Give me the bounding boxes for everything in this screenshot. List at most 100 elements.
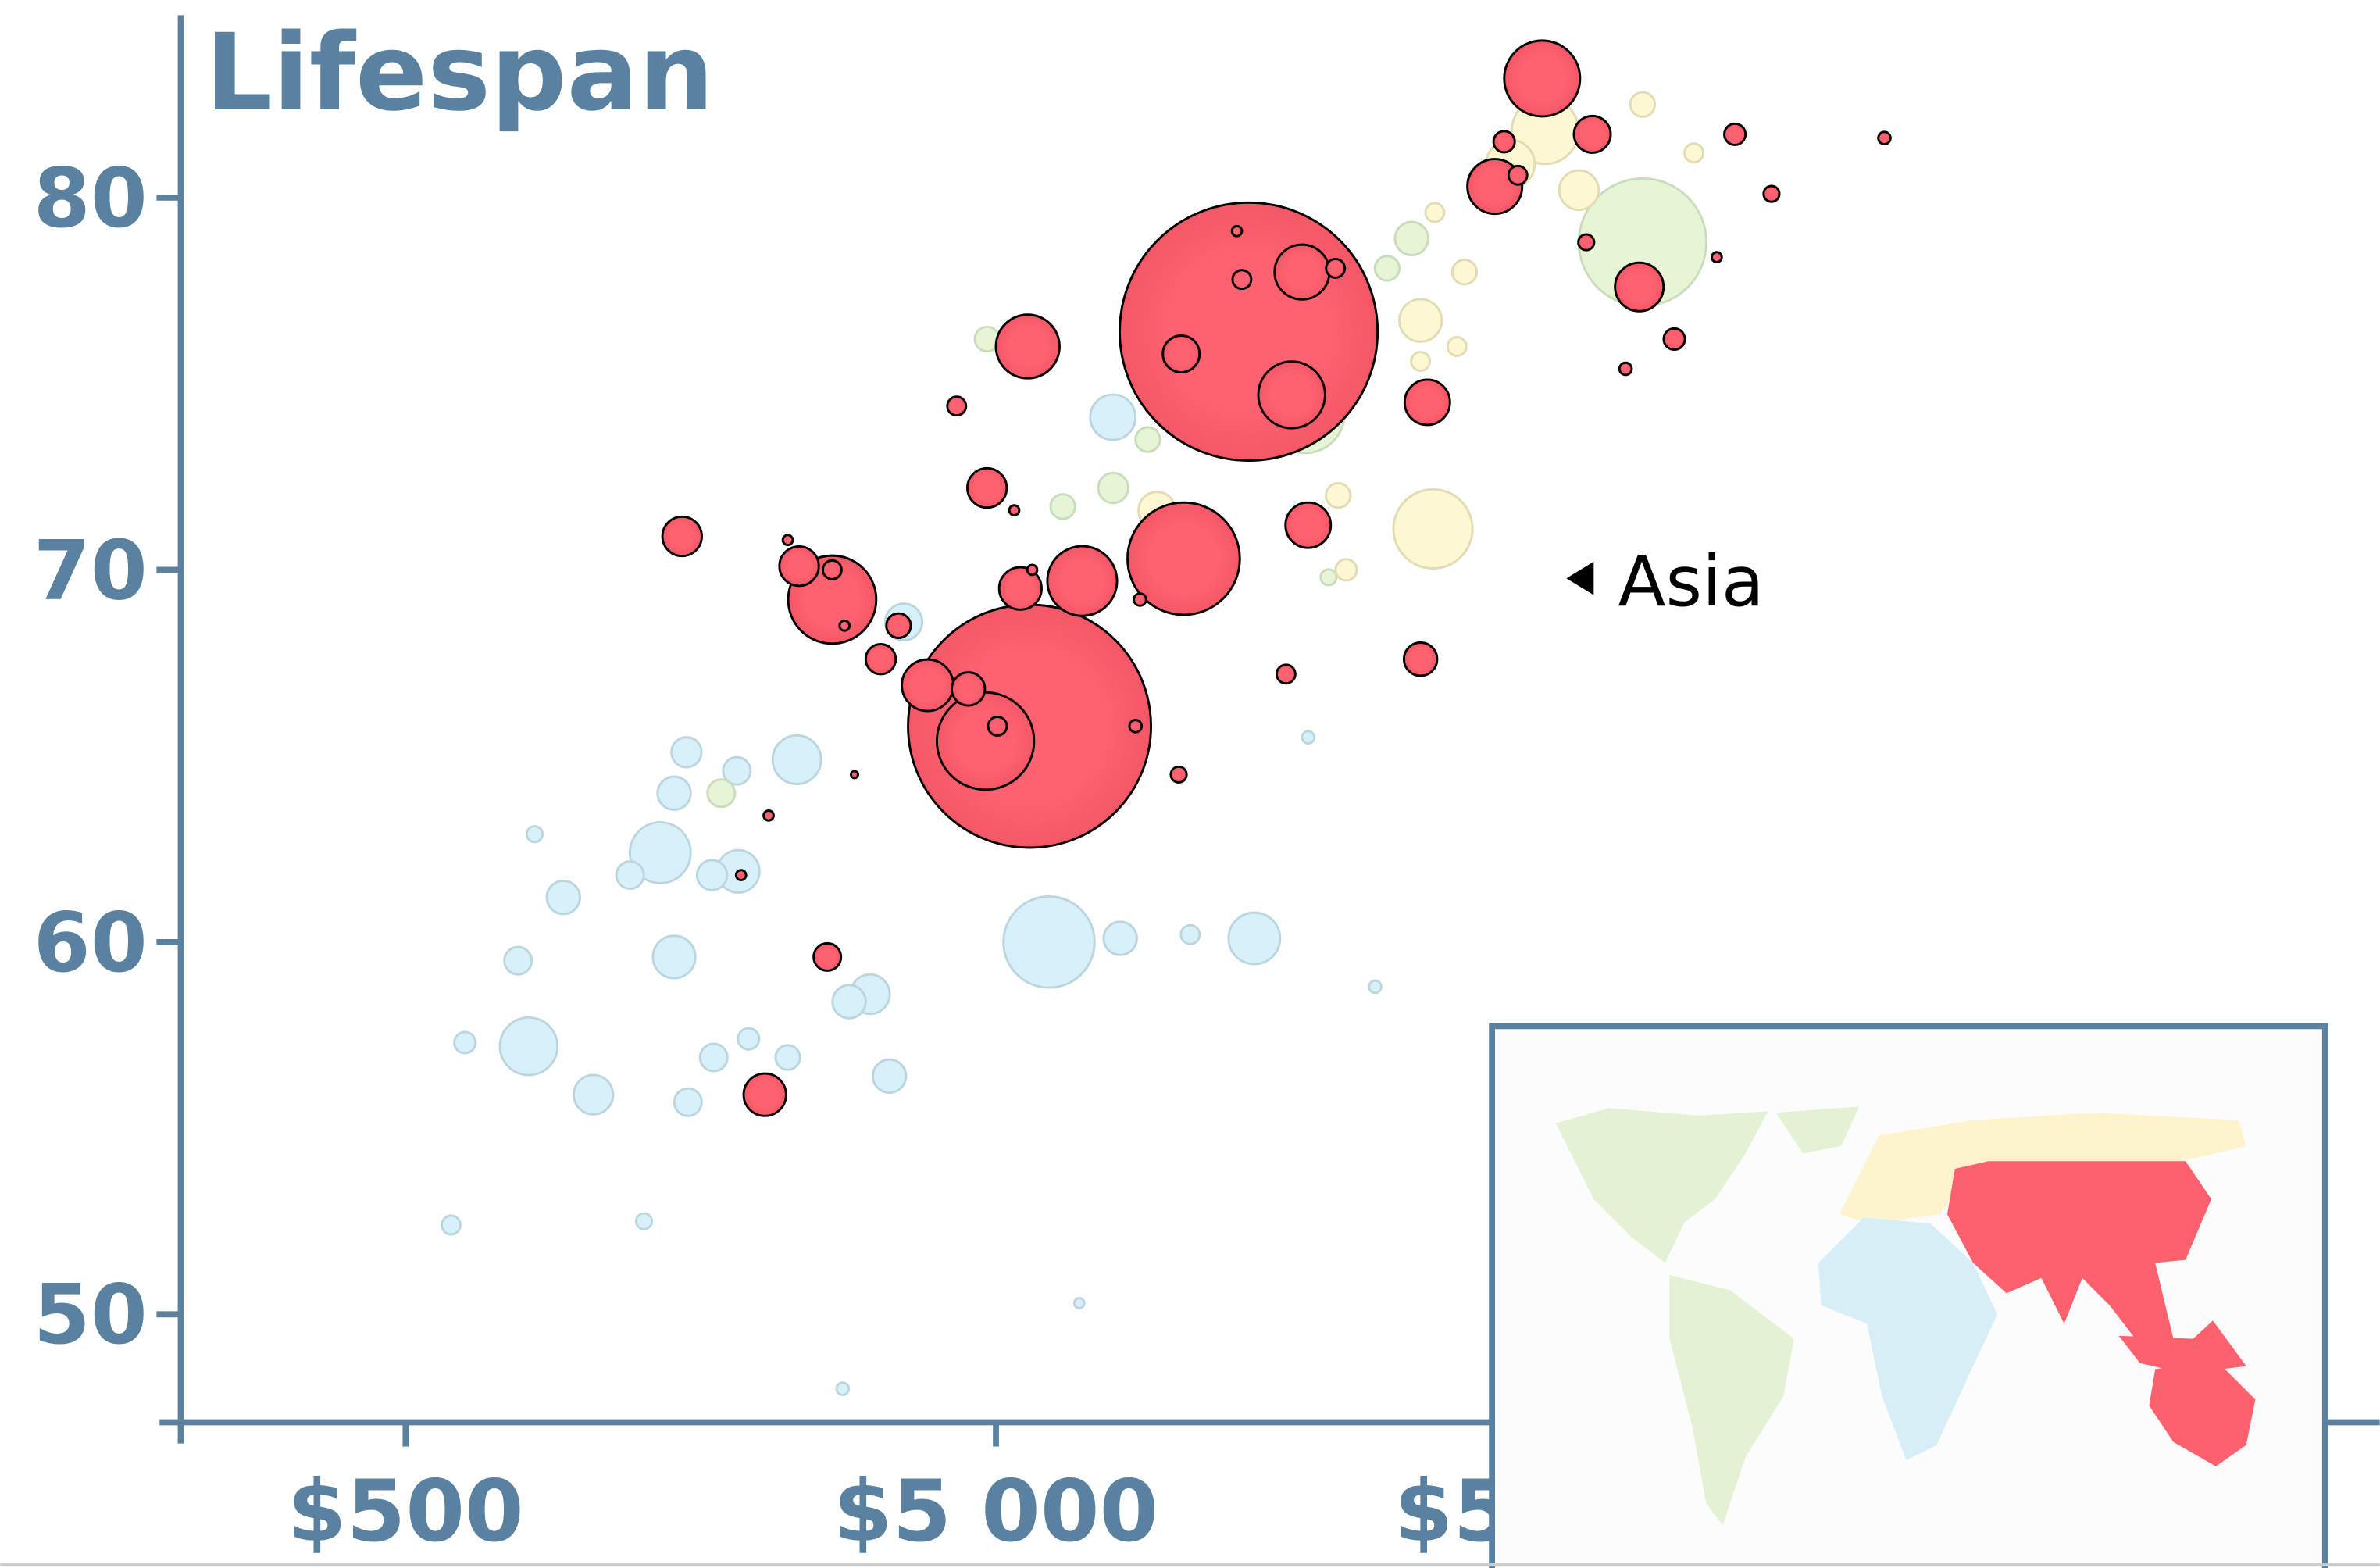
bubble [1577, 233, 1596, 252]
bubble [762, 809, 775, 822]
map-inset [1489, 1023, 2328, 1568]
chart-title: Lifespan [205, 12, 715, 135]
bubble [1097, 471, 1129, 505]
bubble [987, 716, 1008, 737]
bubble [781, 534, 794, 547]
bubble [1558, 169, 1600, 212]
bubble [628, 821, 692, 884]
plot-area [441, 39, 1892, 1396]
bubble [1002, 895, 1096, 989]
bubble [1492, 130, 1516, 154]
bubble [1662, 327, 1686, 351]
bubble [1231, 269, 1253, 291]
bubble [1614, 261, 1665, 313]
bubble [734, 869, 748, 881]
map-asia[interactable] [1946, 1161, 2212, 1345]
bubble [737, 1027, 761, 1051]
bubble [1049, 493, 1076, 520]
bubble [1301, 730, 1316, 745]
bubble [545, 879, 581, 916]
bubble [1572, 114, 1612, 154]
bubble [1402, 641, 1439, 677]
y-tick-label: 80 [34, 151, 148, 246]
bubble [864, 643, 897, 676]
bubble [1683, 142, 1705, 164]
bubble [525, 825, 544, 844]
bubble [774, 1044, 801, 1071]
bubble [742, 1072, 787, 1117]
bubble [885, 612, 912, 639]
bubble [1373, 255, 1401, 282]
bubble [573, 1073, 615, 1116]
bubble [1161, 334, 1201, 373]
bubble [656, 775, 692, 811]
bubble [831, 984, 867, 1020]
bubble [441, 1214, 462, 1236]
bubble [966, 466, 1008, 509]
bubble [1227, 911, 1282, 966]
x-tick-label: $5 000 [833, 1462, 1158, 1561]
bubble [651, 934, 697, 980]
annotation-arrow [1566, 561, 1594, 595]
map-europe[interactable] [1839, 1113, 2246, 1223]
bubble [1325, 257, 1347, 279]
bubble [634, 1212, 654, 1230]
bubble [1119, 201, 1379, 462]
bubble [1133, 592, 1147, 607]
bubble [695, 859, 729, 891]
map-greenland[interactable] [1775, 1106, 1860, 1154]
bubble [1446, 336, 1468, 357]
bubble [698, 1042, 729, 1073]
bubble [498, 1016, 559, 1077]
bubble [822, 559, 843, 580]
bubble [1368, 979, 1383, 995]
bubble [1424, 202, 1446, 223]
bubble [1507, 164, 1529, 186]
bubble [812, 941, 843, 972]
bubble [1102, 920, 1138, 956]
bubble [1403, 378, 1451, 427]
bubble [453, 1030, 477, 1055]
map-south-america[interactable] [1669, 1275, 1794, 1526]
bubble [838, 619, 851, 632]
bubble [670, 736, 703, 769]
bubble [871, 1058, 908, 1095]
bubble [1762, 184, 1781, 203]
bubble [1230, 224, 1244, 238]
map-australia[interactable] [2149, 1359, 2256, 1466]
bubble [1128, 719, 1144, 734]
bubble [1089, 393, 1137, 441]
bubble [835, 1381, 851, 1396]
bubble [1325, 481, 1352, 509]
bubble [1046, 545, 1119, 617]
bubble [1723, 122, 1747, 146]
bubble [1275, 663, 1297, 685]
bubble [722, 755, 752, 786]
bubble [1711, 251, 1723, 263]
bubble [1629, 91, 1657, 118]
bubble [673, 1087, 703, 1117]
bubble [1273, 243, 1331, 301]
bubble [1026, 563, 1039, 577]
y-tick-label: 70 [34, 523, 148, 618]
map-north-america[interactable] [1555, 1108, 1768, 1263]
bubble [771, 734, 822, 785]
bubble [1284, 501, 1333, 549]
bubble [901, 658, 954, 713]
bubble [661, 515, 703, 558]
bubble [1618, 361, 1633, 377]
bubble [1398, 298, 1443, 343]
bubble [1072, 1297, 1086, 1309]
map-africa[interactable] [1818, 1217, 1998, 1461]
bubble [1257, 360, 1326, 430]
bubble [1503, 39, 1582, 118]
bubble [1126, 501, 1241, 616]
x-tick-label: $500 [287, 1462, 524, 1561]
bubble [1134, 426, 1161, 453]
bubble [1877, 130, 1892, 145]
bubble [951, 671, 987, 707]
bubble [1179, 923, 1201, 945]
bubble [1008, 504, 1021, 516]
